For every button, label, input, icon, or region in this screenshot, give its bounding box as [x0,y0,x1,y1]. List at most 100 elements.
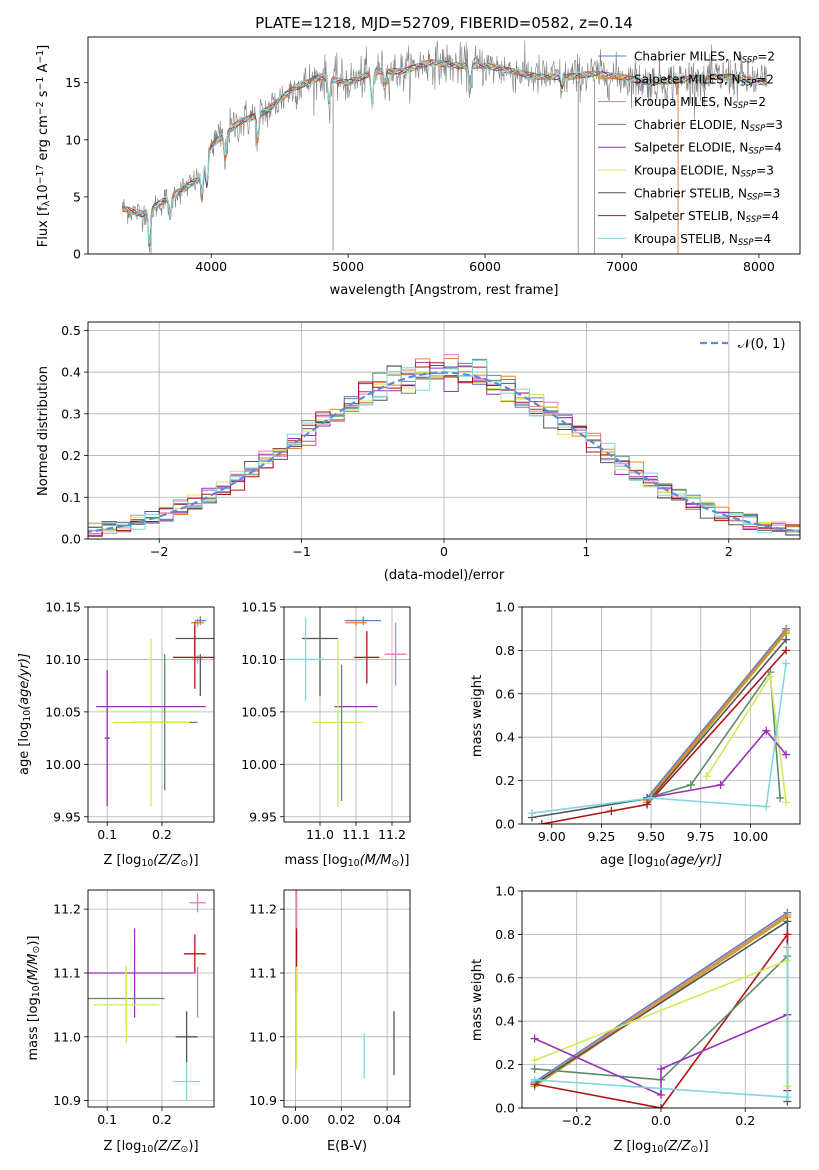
y-tick-label: 1.0 [495,600,515,615]
mass-weight-marker [766,672,775,681]
legend-label: 𝒩(0, 1) [738,337,785,352]
residual-histogram-step [88,362,800,538]
mass-weight-marker [782,635,791,644]
axes-frame [87,889,215,1108]
axes-frame [283,606,411,823]
legend-label: Salpeter ELODIE, NSSP=4 [634,141,782,157]
mass-weight-marker [686,780,695,789]
x-tick-label: 6000 [469,259,501,274]
mass-vs-ebv-panel: 0.00 0.02 0.04 10.9 11.0 11.1 11.2 E(B-V) [249,889,411,1154]
y-tick-label: 0.4 [61,365,81,380]
mass-weight-series-line [646,632,787,803]
axes-frame [283,889,411,1108]
y-axis-label: mass [log10(M/M⊙)] [26,936,42,1061]
y-tick-label: 0.4 [495,1014,515,1029]
mass-weight-marker [782,646,791,655]
y-axis-label: Normed distribution [36,366,51,496]
x-tick-label: −1 [292,544,310,559]
model-spectrum-line [121,59,768,244]
mass-weight-marker [762,802,771,811]
mass-vs-metallicity-panel: 0.1 0.2 10.9 11.0 11.1 11.2 Z [log10(Z/Z⊙)] mas… [26,889,215,1155]
x-tick-label: 0.00 [282,1112,310,1127]
y-tick-label: 1.0 [495,884,515,899]
y-tick-label: 11.2 [249,902,277,917]
y-tick-label: 5 [73,189,81,204]
mass-weight-marker [762,726,771,735]
x-tick-label: 0.2 [152,827,172,842]
legend-label: Kroupa STELIB, NSSP=4 [634,232,771,248]
age-vs-metallicity-panel: 0.1 0.2 9.95 10.00 10.05 10.10 10.15 Z [log10(Z… [17,600,215,869]
x-tick-label: 0.0 [651,1113,671,1128]
plot-area [96,616,214,807]
legend-label: Kroupa ELODIE, NSSP=3 [634,164,774,180]
mass-weight-marker [607,806,616,815]
y-tick-label: 9.95 [53,809,81,824]
x-axis-label: Z [log10(Z/Z⊙)] [613,1139,708,1155]
mass-weight-series-line [534,1013,788,1097]
x-tick-label: 8000 [743,259,775,274]
mass-weight-marker [530,1034,539,1043]
y-tick-label: 15 [65,75,81,90]
y-tick-label: 0.2 [61,448,81,463]
mass-weight-series-line [646,630,787,801]
y-tick-label: 0.6 [495,686,515,701]
legend-label: Chabrier ELODIE, NSSP=3 [634,118,783,134]
legend-label: Salpeter STELIB, NSSP=4 [634,209,779,225]
legend-label: Chabrier STELIB, NSSP=3 [634,186,780,202]
x-tick-label: 5000 [332,259,364,274]
y-axis-label: mass weight [470,675,485,757]
y-tick-label: 11.2 [53,902,81,917]
plot-area [121,40,768,254]
x-tick-label: 0.2 [152,1112,172,1127]
y-tick-label: 10.9 [249,1093,277,1108]
mass-weight-marker [537,820,546,824]
x-axis-label: Z [log10(Z/Z⊙)] [103,853,198,869]
x-tick-label: 1 [582,544,590,559]
y-tick-label: 10.10 [241,652,277,667]
y-tick-label: 10.10 [45,652,81,667]
histogram-legend: 𝒩(0, 1) [700,337,785,352]
mass-weight-series-line [646,729,787,799]
y-tick-label: 10.00 [45,757,81,772]
x-tick-label: 0.2 [735,1113,755,1128]
y-tick-label: 11.0 [249,1029,277,1044]
y-axis-label: age [log10(age/yr)] [17,653,33,775]
y-tick-label: 0.0 [61,532,81,547]
legend-label: Salpeter MILES, NSSP=2 [634,72,774,88]
y-tick-label: 0 [73,247,81,262]
y-tick-label: 0.5 [61,323,81,338]
y-tick-label: 0.2 [495,773,515,788]
x-tick-label: −0.2 [562,1113,592,1128]
observed-spectrum-line [121,40,768,253]
mass-weight-series-line [646,628,787,799]
ticks: 0.00 0.02 0.04 10.9 11.0 11.1 11.2 [249,902,401,1127]
mass-weight-marker [530,1064,539,1073]
mass-weight-marker [527,809,536,818]
x-axis-label: mass [log10(M/M⊙)] [285,853,410,869]
mass-weight-marker [776,793,785,802]
y-tick-label: 10.15 [45,600,81,615]
residuals-histogram-panel: −2 −1 0 1 2 0.0 0.1 0.2 0.3 0.4 0.5 𝒩(0, 1) (data-mo… [36,321,801,583]
mass-weight-series-line [541,649,787,824]
mass-weight-vs-age-panel: 9.00 9.25 9.50 9.75 10.00 0.0 0.2 0.4 0.6 0.8 1.0 a… [470,600,801,869]
x-axis-label: (data-model)/error [384,568,505,583]
x-tick-label: 2 [725,544,733,559]
y-tick-label: 0.0 [495,1101,515,1116]
x-tick-label: 11.0 [306,827,334,842]
plot-area [527,624,791,824]
mass-weight-marker [783,943,792,952]
x-tick-label: 9.00 [538,829,566,844]
x-axis-label: E(B-V) [327,1139,367,1154]
y-tick-label: 11.0 [53,1029,81,1044]
x-tick-label: 10.00 [732,829,768,844]
x-tick-label: 9.75 [687,829,715,844]
x-tick-label: 9.25 [588,829,616,844]
x-tick-label: 7000 [606,259,638,274]
plot-area [287,607,407,807]
plot-area [88,354,800,538]
y-tick-label: 0.8 [495,927,515,942]
y-tick-label: 0.4 [495,730,515,745]
x-axis-label: Z [log10(Z/Z⊙)] [103,1139,198,1155]
mass-weight-marker [657,1064,665,1073]
mass-weight-marker [782,659,791,668]
